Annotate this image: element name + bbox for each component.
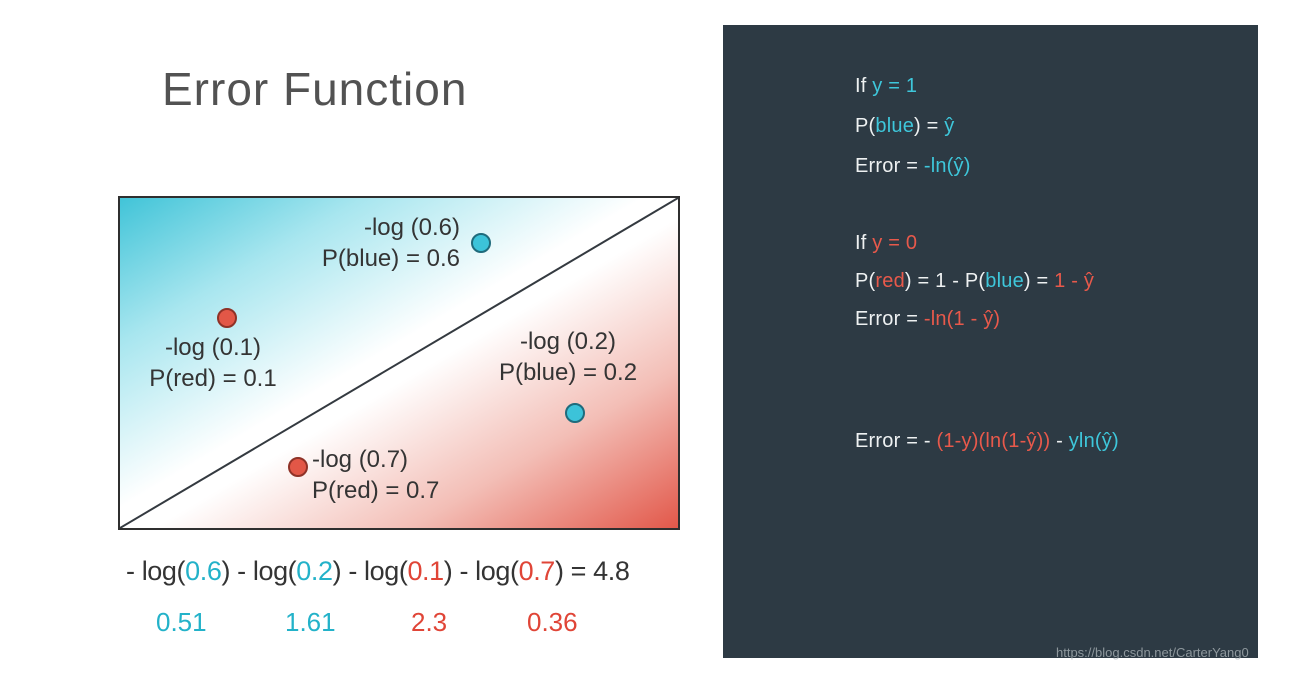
neg-log-value-2: 1.61 [285,607,336,637]
data-point-blue-right [565,403,585,423]
text-segment: 1 - ŷ [1054,270,1095,292]
log-term: -log (0.7) [312,446,409,473]
log-term: -log (0.2) [519,328,617,355]
formula-cross-entropy: Error = - (1-y)(ln(1-ŷ)) - yln(ŷ) [855,430,1119,453]
decision-boundary-line [120,198,678,528]
point-label-red-bottom: -log (0.7) P(red) = 0.7 [312,444,439,506]
text-segment: Error = [855,155,924,177]
text-segment: P( [855,270,876,292]
text-segment: ) = [914,115,945,137]
probability-term: P(blue) = 0.2 [498,359,638,387]
text-segment: 0.1 [407,556,444,586]
formula-condition-y-equals-0: If y = 0 [855,232,917,255]
text-segment: yln(ŷ) [1068,430,1119,452]
text-segment: y = 0 [872,232,918,254]
text-segment: (1-y)(ln(1-ŷ)) [936,430,1051,452]
formula-error-y0: Error = -ln(1 - ŷ) [855,308,1000,331]
neg-log-value-3: 2.3 [411,607,448,637]
text-segment: 0.2 [296,556,333,586]
text-segment: ) = 1 - P( [904,270,986,292]
neg-log-value-1: 0.51 [156,607,207,637]
log-term: -log (0.6) [363,214,460,241]
text-segment: If [855,232,873,254]
text-segment: - log( [126,556,186,586]
text-segment: ) = [1023,270,1055,292]
formula-panel: If y = 1 P(blue) = ŷ Error = -ln(ŷ) If y… [723,25,1258,658]
text-segment: - [1050,430,1069,452]
text-segment: y = 1 [872,75,918,97]
log-term: -log (0.1) [164,334,262,361]
text-segment: 0.7 [518,556,556,586]
text-segment: ) - log( [443,556,519,586]
data-point-red-bottom [288,457,308,477]
formula-probability-red: P(red) = 1 - P(blue) = 1 - ŷ [855,270,1094,293]
data-point-red-left [217,308,237,328]
point-label-blue-right: -log (0.2) P(blue) = 0.2 [478,326,658,388]
data-point-blue-top [471,233,491,253]
text-segment: blue [875,115,915,137]
text-segment: red [875,270,905,292]
probability-term: P(red) = 0.1 [149,365,277,393]
point-label-blue-top: -log (0.6) P(blue) = 0.6 [322,212,460,274]
probability-term: P(red) = 0.7 [312,477,440,505]
text-segment: ŷ [944,115,955,137]
point-label-red-left: -log (0.1) P(red) = 0.1 [128,332,298,394]
formula-error-y1: Error = -ln(ŷ) [855,155,971,178]
text-segment: ) = 4.8 [554,556,630,586]
formula-probability-blue: P(blue) = ŷ [855,115,955,138]
text-segment: -ln(1 - ŷ) [923,308,1001,330]
text-segment: blue [985,270,1024,292]
text-segment: ) - log( [221,556,297,586]
formula-condition-y-equals-1: If y = 1 [855,75,917,98]
neg-log-value-4: 0.36 [527,607,578,637]
classification-plot: -log (0.6) P(blue) = 0.6 -log (0.1) P(re… [118,196,680,530]
text-segment: Error = [855,308,924,330]
text-segment: P( [855,115,876,137]
text-segment: 0.6 [185,556,222,586]
watermark-url: https://blog.csdn.net/CarterYang0 [1056,645,1249,660]
text-segment: If [855,75,873,97]
text-segment: ) - log( [332,556,408,586]
slide-title: Error Function [162,63,468,115]
total-error-equation: - log(0.6) - log(0.2) - log(0.1) - log(0… [126,556,630,587]
text-segment: Error = - [855,430,937,452]
text-segment: -ln(ŷ) [923,155,971,177]
probability-term: P(blue) = 0.6 [321,245,460,273]
